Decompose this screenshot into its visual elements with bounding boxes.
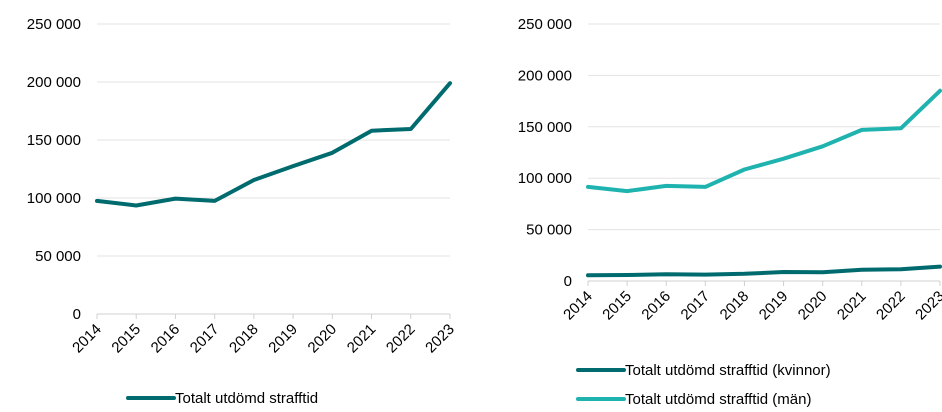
x-tick-label: 2018 (717, 288, 753, 324)
x-tick-label: 2023 (912, 288, 942, 324)
y-tick-label: 50 000 (526, 222, 572, 239)
y-tick-label: 100 000 (518, 170, 572, 187)
x-tick-label: 2017 (187, 321, 223, 357)
y-tick-label: 200 000 (518, 67, 572, 84)
x-tick-label: 2015 (599, 288, 635, 324)
x-tick-label: 2021 (344, 321, 380, 357)
x-tick-label: 2016 (148, 321, 184, 357)
y-tick-label: 150 000 (27, 132, 81, 149)
series-line (95, 81, 452, 208)
x-tick-label: 2018 (226, 321, 262, 357)
x-tick-label: 2015 (108, 321, 144, 357)
x-tick-label: 2014 (560, 288, 596, 324)
x-tick-label: 2020 (795, 288, 831, 324)
x-tick-label: 2020 (305, 321, 341, 357)
x-tick-label: 2017 (678, 288, 714, 324)
y-tick-label: 50 000 (35, 248, 81, 265)
x-tick-label: 2014 (69, 321, 105, 357)
y-tick-label: 250 000 (27, 16, 81, 33)
x-tick-label: 2022 (873, 288, 909, 324)
x-tick-label: 2016 (638, 288, 674, 324)
x-tick-label: 2023 (422, 321, 458, 357)
y-tick-label: 0 (564, 273, 572, 290)
legend-label: Totalt utdömd strafftid (kvinnor) (625, 362, 831, 379)
y-tick-label: 100 000 (27, 190, 81, 207)
x-tick-label: 2022 (383, 321, 419, 357)
y-tick-label: 150 000 (518, 119, 572, 136)
series-line (586, 88, 942, 194)
y-tick-label: 200 000 (27, 74, 81, 91)
y-tick-label: 250 000 (518, 16, 572, 33)
x-tick-label: 2019 (265, 321, 301, 357)
legend-label: Totalt utdömd strafftid (män) (625, 391, 811, 408)
x-tick-label: 2019 (756, 288, 792, 324)
legend-label: Totalt utdömd strafftid (175, 390, 318, 407)
series-line (586, 264, 942, 278)
x-tick-label: 2021 (834, 288, 870, 324)
y-tick-label: 0 (73, 306, 81, 323)
